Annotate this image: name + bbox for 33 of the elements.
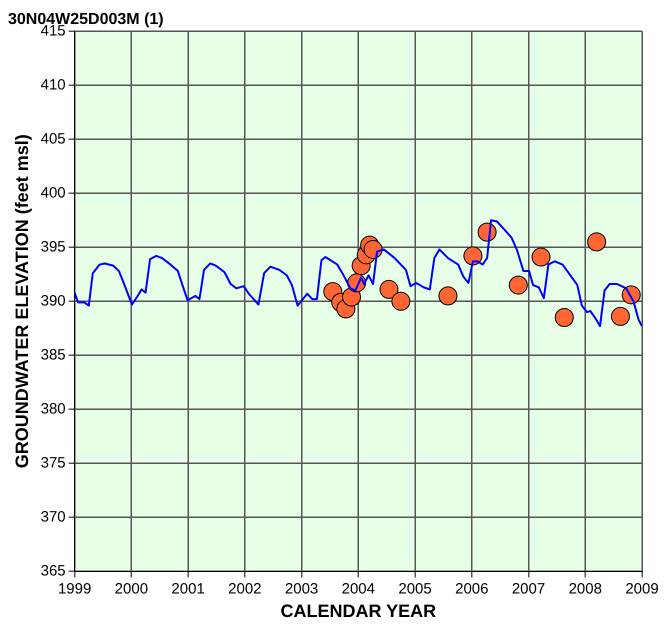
point xyxy=(610,306,630,326)
x-tick-label: 2009 xyxy=(625,580,659,598)
y-tick-label: 405 xyxy=(40,130,66,148)
x-tick-label: 2007 xyxy=(512,580,546,598)
y-tick-label: 400 xyxy=(40,184,66,202)
point xyxy=(391,292,410,311)
y-tick-label: 370 xyxy=(40,508,66,526)
x-tick-label: 2008 xyxy=(568,580,602,598)
y-tick-label: 395 xyxy=(40,238,66,256)
y-tick-label: 365 xyxy=(40,562,66,580)
x-axis-title: CALENDAR YEAR xyxy=(280,601,436,622)
y-axis-title: GROUNDWATER ELEVATION (feet msl) xyxy=(12,134,32,468)
y-tick-label: 380 xyxy=(40,400,66,418)
x-tick-label: 2001 xyxy=(171,580,205,598)
y-tick-label: 385 xyxy=(40,346,66,364)
x-tick-label: 2006 xyxy=(455,580,488,598)
point xyxy=(364,240,383,259)
point xyxy=(463,246,482,266)
x-tick-label: 2003 xyxy=(284,580,318,598)
point xyxy=(587,232,606,252)
y-tick-label: 375 xyxy=(40,454,66,472)
point xyxy=(438,286,458,306)
x-tick-label: 1999 xyxy=(58,580,92,598)
y-tick-label: 410 xyxy=(40,76,66,94)
x-tick-label: 2000 xyxy=(114,580,148,598)
x-tick-label: 2002 xyxy=(228,580,262,598)
x-tick-label: 2004 xyxy=(342,580,375,598)
x-tick-label: 2005 xyxy=(398,580,432,598)
point xyxy=(508,276,528,295)
point xyxy=(532,248,551,267)
point xyxy=(379,280,398,299)
point xyxy=(554,308,574,328)
y-tick-label: 390 xyxy=(40,292,66,310)
